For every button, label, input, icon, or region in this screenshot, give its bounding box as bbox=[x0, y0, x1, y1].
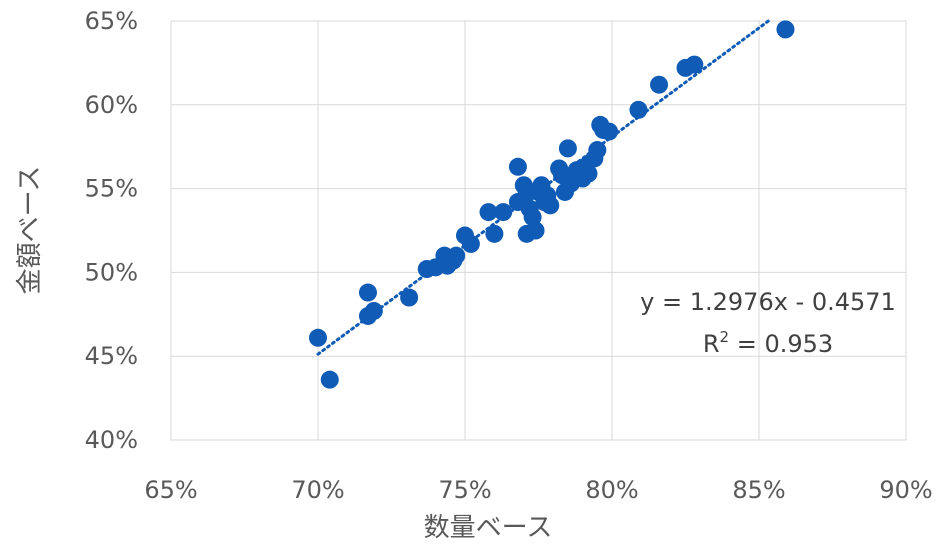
y-tick-label: 40% bbox=[85, 426, 138, 454]
data-point bbox=[309, 328, 327, 347]
r2-value: = 0.953 bbox=[729, 330, 833, 358]
data-point bbox=[558, 139, 577, 158]
data-point bbox=[400, 288, 419, 307]
x-tick-label: 85% bbox=[732, 476, 785, 504]
data-point bbox=[523, 208, 542, 227]
data-point bbox=[526, 221, 545, 240]
data-point bbox=[685, 55, 704, 74]
x-tick-label: 90% bbox=[879, 476, 932, 504]
data-point bbox=[494, 203, 513, 222]
x-tick-label: 80% bbox=[585, 476, 638, 504]
data-point bbox=[629, 100, 648, 119]
x-axis-title: 数量ベース bbox=[424, 513, 553, 543]
data-point bbox=[485, 224, 504, 243]
y-tick-label: 45% bbox=[85, 342, 138, 370]
data-point bbox=[461, 234, 480, 253]
x-tick-label: 65% bbox=[144, 476, 197, 504]
trendline-r2: R2 = 0.953 bbox=[703, 328, 833, 358]
y-tick-label: 65% bbox=[85, 7, 138, 35]
data-point bbox=[320, 370, 339, 389]
trendline bbox=[316, 19, 770, 356]
data-point bbox=[479, 203, 498, 222]
data-point bbox=[447, 246, 466, 265]
plot-area-border bbox=[170, 20, 907, 441]
x-tick-label: 75% bbox=[438, 476, 491, 504]
data-point bbox=[776, 20, 795, 39]
y-tick-label: 50% bbox=[85, 258, 138, 286]
x-tick-label: 70% bbox=[291, 476, 344, 504]
data-point bbox=[650, 75, 669, 94]
data-point bbox=[600, 122, 619, 141]
r2-superscript: 2 bbox=[720, 328, 730, 346]
axis-ticks: 65% 70% 75% 80% 85% 90% 40% 45% 50% 55% 60% 65% bbox=[85, 7, 933, 504]
y-axis-title: 金額ベース bbox=[15, 166, 45, 295]
data-point bbox=[364, 301, 383, 320]
data-point bbox=[588, 141, 607, 160]
r2-label: R bbox=[703, 330, 720, 358]
y-tick-label: 55% bbox=[85, 175, 138, 203]
data-point bbox=[579, 164, 598, 183]
data-point bbox=[508, 157, 527, 176]
data-points bbox=[309, 20, 795, 389]
y-tick-label: 60% bbox=[85, 91, 138, 119]
data-point bbox=[541, 196, 560, 215]
trendline-equation: y = 1.2976x - 0.4571 bbox=[640, 288, 896, 316]
data-point bbox=[358, 283, 377, 302]
